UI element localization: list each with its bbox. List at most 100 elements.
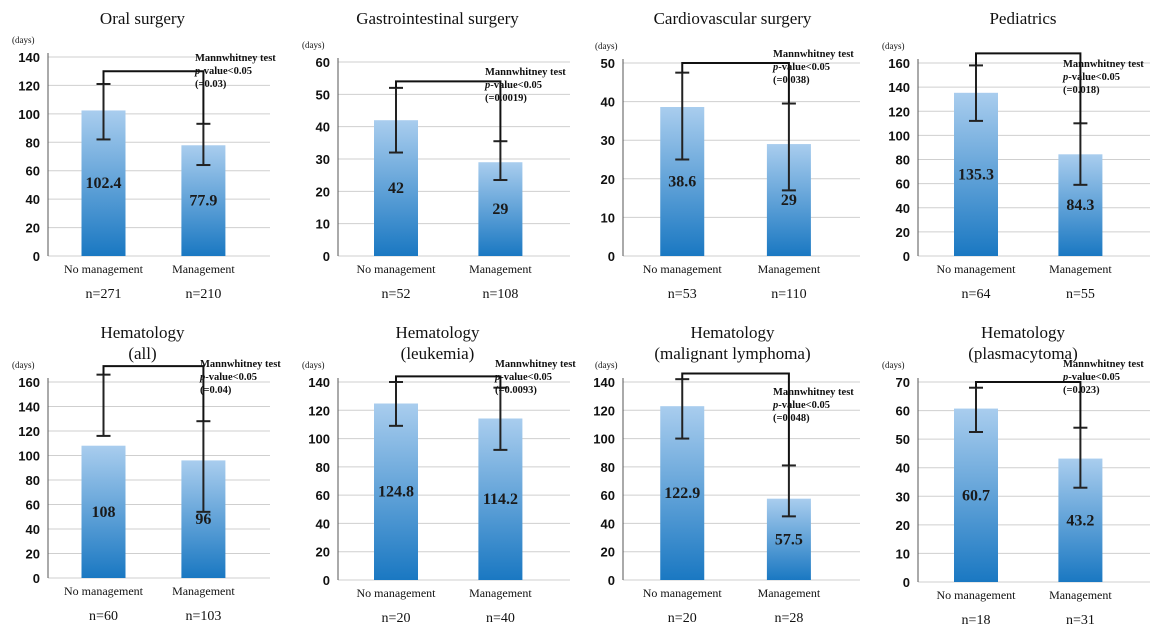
y-tick-label: 60 [896,177,910,192]
sample-size-label: n=60 [89,609,118,624]
y-tick-label: 120 [593,403,615,418]
y-tick-label: 50 [896,432,910,447]
y-tick-label: 50 [601,56,615,71]
y-unit-label: (days) [595,41,618,51]
y-tick-label: 0 [608,573,615,588]
sample-size-label: n=20 [382,611,411,624]
y-tick-label: 0 [608,249,615,264]
y-tick-label: 120 [888,104,910,119]
significance-bracket [395,375,502,388]
y-unit-label: (days) [12,360,35,370]
chart-svg: 0 20 40 60 80 100 120 140 160 135.3 No management n… [888,52,1150,302]
y-tick-label: 60 [316,488,330,503]
p-value-text: -value<0.05 [778,400,831,411]
chart-panel-6: Hematology (leukemia) (days) 0 20 40 60 80 100 1… [290,318,585,624]
p-value-text: -value<0.05 [500,372,553,383]
p-value-threshold: p-value<0.05 [485,79,566,92]
y-tick-label: 80 [26,135,40,150]
bar-value-label: 77.9 [189,193,217,210]
bar-value-label: 60.7 [962,487,990,504]
p-value-threshold: p-value<0.05 [200,371,281,384]
y-unit-label: (days) [882,360,905,370]
chart-title: Hematology (malignant lymphoma) [654,323,811,363]
p-value-exact: (=0.04) [200,385,232,396]
y-tick-label: 100 [18,107,40,122]
y-unit-label: (days) [302,40,325,50]
sample-size-label: n=20 [668,611,697,624]
sample-size-label: n=52 [382,287,411,302]
y-tick-label: 60 [601,488,615,503]
stat-test-name: Mannwhitney test [195,53,276,64]
y-tick-label: 20 [896,518,910,533]
chart-title: Gastrointestinal surgery [356,9,519,28]
y-unit-label: (days) [302,360,325,370]
p-value-exact: (=0.0019) [485,93,527,104]
y-tick-label: 140 [18,400,40,415]
p-letter: p [1063,372,1069,383]
chart-svg: 0 20 40 60 80 100 120 140 160 108 No management n=6… [18,365,270,624]
y-tick-label: 20 [26,547,40,562]
significance-bracket [102,365,205,422]
stat-test-name: Mannwhitney test [495,359,576,370]
y-tick-label: 20 [316,545,330,560]
x-category-label: No management [643,262,723,276]
stat-annotation: Mannwhitney test p-value<0.05 (=0.0093) [495,358,576,397]
bar-value-label: 29 [492,201,508,218]
bar-no-management [374,403,418,580]
y-tick-label: 0 [323,249,330,264]
significance-bracket [681,372,790,466]
p-value-exact: (=0.0093) [495,385,537,396]
x-category-label: Management [1049,262,1112,276]
y-tick-label: 160 [888,56,910,71]
x-category-label: Management [758,262,821,276]
significance-bracket [681,62,790,104]
sample-size-label: n=108 [482,287,518,302]
bar-value-label: 108 [92,504,116,521]
p-letter: p [200,372,206,383]
y-tick-label: 80 [316,460,330,475]
p-letter: p [495,372,501,383]
y-tick-label: 0 [323,573,330,588]
stat-annotation: Mannwhitney test p-value<0.05 (=0.023) [1063,358,1144,397]
sample-size-label: n=53 [668,287,697,302]
sample-size-label: n=31 [1066,613,1095,624]
chart-title: Hematology (all) [100,323,185,363]
bar-value-label: 84.3 [1066,197,1094,214]
p-value-threshold: p-value<0.05 [773,61,854,74]
sample-size-label: n=55 [1066,287,1095,302]
y-tick-label: 100 [593,432,615,447]
bar-value-label: 42 [388,180,404,197]
y-tick-label: 30 [601,133,615,148]
y-tick-label: 60 [316,55,330,70]
y-tick-label: 50 [316,87,330,102]
y-tick-label: 40 [316,120,330,135]
sample-size-label: n=64 [962,287,991,302]
y-tick-label: 10 [896,546,910,561]
y-tick-label: 10 [316,217,330,232]
bar-value-label: 43.2 [1066,512,1094,529]
p-value-threshold: p-value<0.05 [773,399,854,412]
p-letter: p [1063,72,1069,83]
y-tick-label: 20 [601,172,615,187]
chart-title: Pediatrics [989,9,1057,28]
y-tick-label: 40 [896,461,910,476]
y-unit-label: (days) [595,360,618,370]
stat-annotation: Mannwhitney test p-value<0.05 (=0.03) [195,52,276,91]
y-tick-label: 80 [601,460,615,475]
x-category-label: Management [758,586,821,600]
stat-test-name: Mannwhitney test [200,359,281,370]
significance-bracket [975,52,1082,124]
p-value-exact: (=0.038) [773,75,810,86]
stat-test-name: Mannwhitney test [773,49,854,60]
p-value-threshold: p-value<0.05 [195,65,276,78]
bar-value-label: 135.3 [958,166,994,183]
bar-value-label: 29 [781,192,797,209]
stat-test-name: Mannwhitney test [485,67,566,78]
chart-panel-2: Gastrointestinal surgery (days) 0 10 20 30 40 5… [290,0,585,305]
y-tick-label: 80 [896,153,910,168]
p-value-threshold: p-value<0.05 [1063,71,1144,84]
stat-test-name: Mannwhitney test [1063,359,1144,370]
y-tick-label: 40 [316,516,330,531]
sample-size-label: n=103 [185,609,221,624]
y-tick-label: 0 [33,571,40,586]
